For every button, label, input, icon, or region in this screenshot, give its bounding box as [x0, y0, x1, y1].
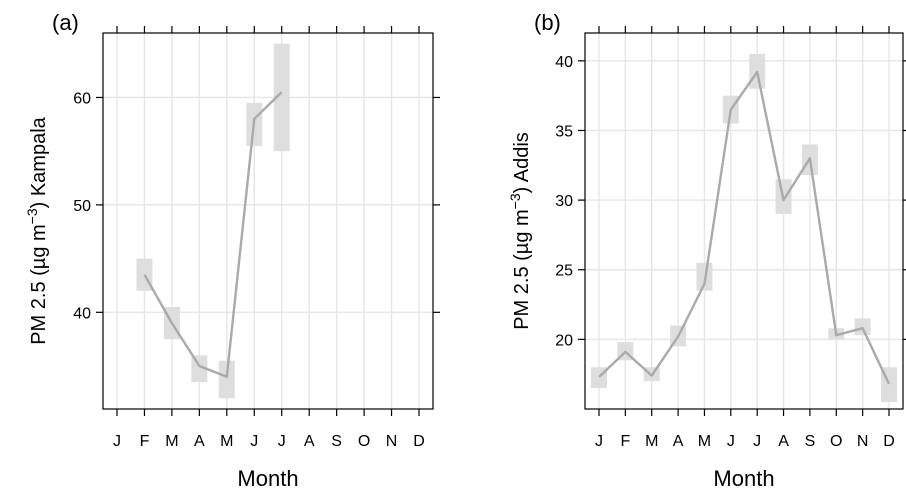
y-tick-label: 35 — [555, 123, 573, 140]
x-tick-label: M — [165, 433, 178, 450]
y-tick-label: 60 — [73, 90, 91, 107]
x-tick-label: A — [778, 433, 789, 450]
x-tick-label: M — [220, 433, 233, 450]
series-line — [143, 91, 283, 378]
x-tick-label: J — [727, 433, 735, 450]
plot-frame — [102, 32, 434, 410]
y-tick-label: 40 — [555, 54, 573, 71]
range-band-N — [854, 318, 871, 336]
panel-label: (a) — [52, 10, 79, 35]
x-tick-label: O — [358, 433, 370, 450]
range-band-A — [191, 355, 208, 383]
y-axis-label-text: PM 2.5 (µg m — [511, 209, 533, 329]
plot-frame — [584, 32, 904, 410]
y-axis-label-text: PM 2.5 (µg m — [28, 224, 50, 344]
y-tick-label: 50 — [73, 198, 91, 215]
x-axis-label: Month — [237, 466, 298, 490]
x-tick-label: N — [857, 433, 869, 450]
x-tick-label: S — [805, 433, 816, 450]
range-band-J — [273, 43, 290, 152]
x-tick-label: F — [620, 433, 630, 450]
x-tick-label: N — [386, 433, 398, 450]
y-axis-label-text: ) Kampala — [28, 116, 50, 208]
x-tick-label: J — [250, 433, 258, 450]
x-tick-label: J — [113, 433, 121, 450]
y-axis-label: PM 2.5 (µg m−3) Kampala — [24, 116, 50, 344]
x-tick-label: J — [595, 433, 603, 450]
y-axis-label-superscript: −3 — [507, 193, 523, 209]
y-axis-label: PM 2.5 (µg m−3) Addis — [507, 132, 533, 330]
x-axis-label: Month — [713, 466, 774, 490]
x-tick-label: D — [413, 433, 425, 450]
y-tick-label: 25 — [555, 263, 573, 280]
x-tick-label: J — [278, 433, 286, 450]
y-tick-label: 20 — [555, 332, 573, 349]
x-tick-label: F — [140, 433, 150, 450]
x-tick-label: A — [194, 433, 205, 450]
x-tick-label: J — [753, 433, 761, 450]
y-axis-label-superscript: −3 — [24, 208, 40, 224]
x-tick-label: A — [673, 433, 684, 450]
series-line — [598, 70, 891, 385]
y-tick-label: 40 — [73, 305, 91, 322]
x-tick-label: M — [698, 433, 711, 450]
x-tick-label: A — [304, 433, 315, 450]
panel-label: (b) — [534, 10, 561, 35]
x-tick-label: D — [883, 433, 895, 450]
x-tick-label: M — [645, 433, 658, 450]
y-axis-label-text: ) Addis — [511, 132, 533, 193]
x-tick-label: O — [830, 433, 842, 450]
range-band-M — [218, 360, 235, 399]
y-tick-label: 30 — [555, 193, 573, 210]
x-tick-label: S — [331, 433, 342, 450]
